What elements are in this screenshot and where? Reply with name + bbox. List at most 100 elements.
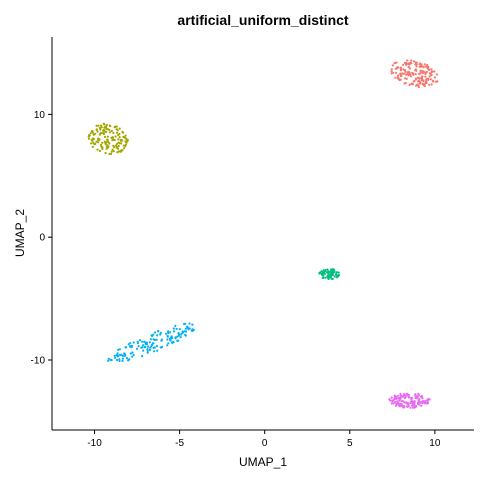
scatter-point bbox=[114, 135, 117, 138]
scatter-point bbox=[149, 346, 152, 349]
scatter-point bbox=[141, 355, 144, 358]
scatter-point bbox=[324, 269, 327, 272]
scatter-point bbox=[95, 140, 98, 143]
scatter-point bbox=[426, 78, 430, 81]
scatter-point bbox=[409, 75, 412, 78]
scatter-point bbox=[184, 333, 187, 336]
scatter-point bbox=[331, 270, 334, 273]
scatter-point bbox=[144, 343, 147, 346]
scatter-point bbox=[330, 272, 333, 275]
scatter-point bbox=[137, 345, 140, 348]
scatter-point bbox=[417, 76, 420, 79]
scatter-point bbox=[121, 357, 125, 360]
scatter-point bbox=[392, 402, 395, 405]
scatter-point bbox=[91, 131, 94, 134]
scatter-point bbox=[396, 75, 399, 78]
scatter-point bbox=[140, 346, 143, 349]
scatter-point bbox=[125, 357, 128, 360]
scatter-point bbox=[178, 334, 181, 337]
scatter-point bbox=[399, 74, 402, 77]
scatter-point bbox=[105, 123, 108, 127]
scatter-point bbox=[106, 135, 109, 138]
scatter-point bbox=[174, 337, 177, 340]
scatter-point bbox=[405, 395, 408, 398]
scatter-point bbox=[176, 335, 179, 338]
scatter-point bbox=[415, 78, 418, 81]
scatter-point bbox=[414, 393, 417, 396]
scatter-point bbox=[398, 399, 401, 402]
scatter-point bbox=[124, 353, 127, 356]
scatter-point bbox=[177, 339, 180, 342]
scatter-point bbox=[118, 127, 121, 130]
scatter-point bbox=[156, 330, 160, 333]
scatter-point bbox=[412, 60, 416, 63]
scatter-point bbox=[167, 342, 170, 345]
scatter-point bbox=[332, 268, 335, 271]
scatter-point bbox=[414, 61, 417, 64]
scatter-point bbox=[436, 80, 439, 83]
scatter-point bbox=[408, 73, 411, 76]
scatter-point bbox=[107, 359, 110, 362]
scatter-point bbox=[100, 124, 103, 127]
scatter-point bbox=[121, 359, 124, 363]
scatter-point bbox=[110, 359, 113, 362]
scatter-point bbox=[103, 129, 106, 132]
scatter-point bbox=[402, 406, 405, 409]
scatter-point bbox=[425, 70, 428, 74]
scatter-point bbox=[405, 77, 408, 80]
scatter-point bbox=[417, 394, 420, 397]
scatter-point bbox=[99, 132, 102, 135]
scatter-point bbox=[152, 338, 155, 341]
scatter-point bbox=[390, 399, 394, 402]
scatter-point bbox=[417, 86, 420, 89]
scatter-point bbox=[159, 346, 162, 349]
scatter-point bbox=[391, 64, 394, 67]
scatter-point bbox=[104, 130, 107, 133]
scatter-point bbox=[156, 349, 159, 352]
scatter-point bbox=[422, 400, 425, 403]
scatter-point bbox=[407, 402, 410, 405]
scatter-point bbox=[404, 62, 407, 65]
scatter-point bbox=[425, 80, 428, 83]
scatter-point bbox=[328, 275, 331, 278]
scatter-point bbox=[112, 150, 115, 153]
scatter-point bbox=[107, 357, 110, 360]
scatter-point bbox=[412, 404, 415, 407]
scatter-point bbox=[155, 345, 158, 348]
scatter-point bbox=[150, 334, 153, 337]
scatter-point bbox=[96, 148, 99, 151]
scatter-point bbox=[181, 330, 184, 333]
scatter-point bbox=[433, 70, 436, 73]
scatter-point bbox=[172, 327, 175, 330]
scatter-point bbox=[410, 398, 413, 401]
scatter-point bbox=[395, 397, 399, 400]
scatter-point bbox=[428, 72, 432, 75]
scatter-point bbox=[152, 342, 155, 345]
scatter-point bbox=[417, 80, 420, 83]
scatter-point bbox=[135, 347, 139, 350]
scatter-point bbox=[115, 131, 119, 134]
scatter-point bbox=[412, 73, 415, 76]
scatter-point bbox=[117, 348, 120, 351]
scatter-point bbox=[120, 353, 123, 356]
scatter-point bbox=[410, 59, 413, 62]
scatter-point bbox=[409, 401, 412, 404]
scatter-point bbox=[414, 396, 417, 400]
scatter-point bbox=[166, 338, 169, 341]
scatter-point bbox=[170, 341, 174, 344]
scatter-point bbox=[186, 326, 189, 329]
scatter-point bbox=[164, 332, 168, 335]
scatter-point bbox=[426, 63, 429, 67]
scatter-point bbox=[125, 141, 128, 144]
scatter-point bbox=[144, 345, 147, 349]
scatter-point bbox=[420, 404, 423, 407]
scatter-point bbox=[159, 333, 162, 336]
scatter-point bbox=[115, 142, 119, 146]
scatter-point bbox=[156, 334, 159, 337]
scatter-point bbox=[90, 142, 93, 145]
scatter-point bbox=[121, 130, 124, 134]
scatter-point bbox=[424, 65, 427, 68]
scatter-point bbox=[108, 131, 112, 134]
scatter-point bbox=[404, 81, 407, 85]
scatter-point bbox=[427, 65, 430, 68]
